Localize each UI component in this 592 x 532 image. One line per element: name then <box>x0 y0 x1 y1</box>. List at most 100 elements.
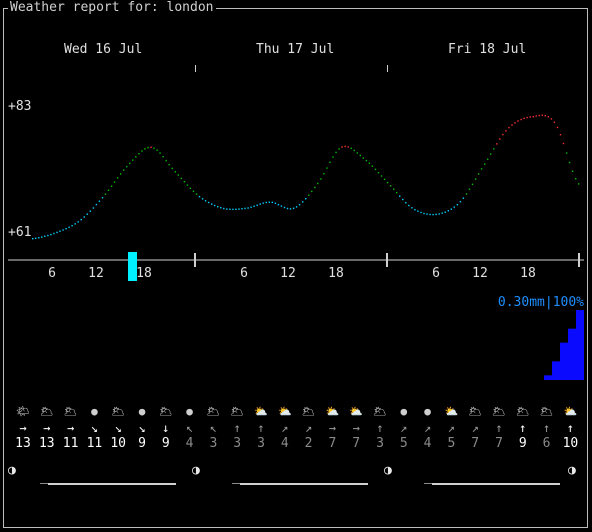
wind-direction-icon: → <box>352 421 360 435</box>
weather-condition-icon: 🌥 <box>111 405 126 418</box>
temperature-point <box>426 213 428 215</box>
wind-direction-icon: ↑ <box>566 421 574 435</box>
temperature-point <box>126 165 128 168</box>
wind-direction-icon: → <box>328 421 336 435</box>
temperature-point <box>311 190 313 193</box>
wind-direction-icon: ↗ <box>281 421 289 435</box>
temperature-point <box>47 234 49 237</box>
wind-speed-value: 10 <box>110 436 127 451</box>
temperature-point <box>323 173 325 175</box>
wind-speed-value: 13 <box>15 436 31 451</box>
weather-condition-icon: ● <box>400 405 408 418</box>
temperature-point <box>53 232 55 235</box>
temperature-point <box>180 177 182 180</box>
temperature-point <box>132 159 134 161</box>
temperature-point <box>192 190 195 192</box>
temperature-point <box>444 211 446 213</box>
temperature-point <box>92 207 95 209</box>
temperature-point <box>499 138 501 140</box>
wind-speed-value: 9 <box>161 436 170 451</box>
temperature-point <box>129 162 131 165</box>
temperature-point <box>441 212 443 214</box>
temperature-point <box>101 197 104 199</box>
temperature-point <box>526 116 528 119</box>
temperature-point <box>289 208 292 210</box>
temperature-point <box>241 208 243 210</box>
temperature-point <box>408 204 410 207</box>
temperature-point <box>371 165 374 167</box>
wind-direction-icon: ↑ <box>233 421 241 435</box>
temperature-point <box>547 116 550 118</box>
temperature-point <box>374 168 377 171</box>
temperature-point <box>362 157 364 159</box>
temperature-point <box>496 143 498 145</box>
temperature-point <box>520 118 522 121</box>
temperature-point <box>462 197 465 199</box>
temperature-point <box>565 152 568 154</box>
temperature-point <box>453 206 455 208</box>
temperature-point <box>477 173 480 175</box>
temperature-point <box>86 213 88 215</box>
temperature-point <box>556 126 559 129</box>
moon-phase-icon: ◑ <box>8 463 16 478</box>
day-label-3: Fri 18 Jul <box>448 42 527 57</box>
temperature-point <box>156 149 158 151</box>
x-tick-label: 12 <box>280 266 296 281</box>
temperature-point <box>226 208 228 210</box>
day-label-2: Thu 17 Jul <box>256 42 335 57</box>
weather-condition-icon: 🌥 <box>158 405 173 418</box>
x-tick-label: 6 <box>48 266 56 281</box>
temperature-point <box>402 198 404 201</box>
temperature-point <box>113 181 116 183</box>
temperature-point <box>65 228 67 230</box>
temperature-point <box>380 175 383 177</box>
temperature-point <box>420 211 422 214</box>
temperature-point <box>435 213 437 216</box>
temperature-point <box>50 233 52 236</box>
temperature-point <box>207 201 210 204</box>
temperature-point <box>144 148 146 150</box>
weather-condition-icon: ● <box>424 405 431 418</box>
temperature-point <box>575 178 577 180</box>
temperature-point <box>308 194 310 196</box>
y-axis-max-label: +83 <box>8 99 32 114</box>
temperature-point <box>487 158 489 160</box>
day-label-1: Wed 16 Jul <box>64 42 143 57</box>
wind-speed-value: 5 <box>399 436 408 451</box>
wind-direction-icon: ↘ <box>114 421 122 435</box>
temperature-point <box>77 221 79 223</box>
temperature-point <box>544 115 546 117</box>
temperature-point <box>165 159 167 162</box>
temperature-point <box>62 229 64 231</box>
weather-condition-icon: ⛅ <box>563 405 578 418</box>
temperature-point <box>98 200 101 202</box>
temperature-point <box>107 189 110 191</box>
x-tick-label: 12 <box>472 266 488 281</box>
temperature-point <box>217 206 219 208</box>
temperature-point <box>559 134 562 136</box>
current-time-marker <box>128 252 137 281</box>
temperature-point <box>253 205 255 207</box>
temperature-point <box>162 156 164 158</box>
temperature-point <box>468 188 471 190</box>
temperature-point <box>68 226 70 228</box>
temperature-point <box>201 198 204 200</box>
temperature-point <box>229 208 231 210</box>
temperature-point <box>174 171 176 173</box>
daylight-bar-edge <box>232 483 240 484</box>
wind-direction-icon: ↗ <box>447 421 455 435</box>
x-tick-label: 18 <box>520 266 536 281</box>
temperature-point <box>417 210 419 212</box>
temperature-point <box>429 213 431 216</box>
temperature-point <box>120 173 122 175</box>
temperature-point <box>314 186 316 189</box>
temperature-point <box>268 201 270 203</box>
temperature-point <box>332 156 334 158</box>
wind-direction-icon: ↗ <box>423 421 432 435</box>
wind-direction-icon: ↑ <box>542 421 551 435</box>
temperature-point <box>471 183 474 185</box>
temperature-point <box>116 177 119 179</box>
temperature-point <box>271 201 273 204</box>
temperature-point <box>56 231 58 234</box>
daylight-bar <box>48 483 176 485</box>
